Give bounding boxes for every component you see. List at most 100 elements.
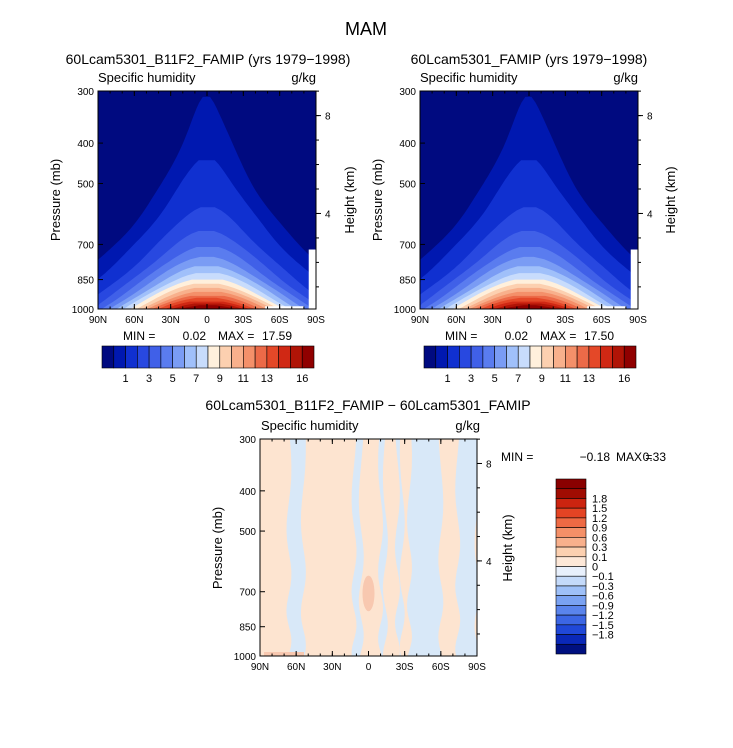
y-tick-label: 1000 bbox=[72, 305, 95, 316]
colorbar-swatch bbox=[278, 345, 291, 369]
colorbar-swatch bbox=[207, 345, 221, 369]
plot-area: 90N 60N 30N 0 30S 60S 90S 300 400 500 700 850 1000 8 4 bbox=[72, 87, 331, 326]
y-axis-label: Pressure (mb) bbox=[210, 507, 225, 589]
colorbar-label: 7 bbox=[515, 373, 521, 385]
colorbar-swatch bbox=[459, 345, 472, 369]
colorbar-swatch bbox=[612, 345, 625, 369]
contour-level bbox=[179, 305, 237, 309]
colorbar-swatch bbox=[254, 345, 268, 369]
positive-core bbox=[362, 575, 375, 612]
colorbar-label: 9 bbox=[217, 373, 223, 385]
plot-area: 90N 60N 30N 0 30S 60S 90S 300 400 500 700 850 1000 8 4 bbox=[234, 435, 492, 673]
min-label: MIN = bbox=[123, 329, 155, 343]
variable-label: Specific humidity bbox=[420, 70, 518, 85]
y-tick-label: 400 bbox=[239, 487, 256, 498]
x-tick-label: 0 bbox=[526, 315, 532, 326]
colorbar-swatch bbox=[435, 345, 448, 369]
negative-band bbox=[394, 439, 405, 656]
colorbar-swatch bbox=[600, 345, 613, 369]
panel-b11f2: 60Lcam5301_B11F2_FAMIP (yrs 1979−1998) S… bbox=[48, 51, 357, 385]
colorbar-label: −0.3 bbox=[592, 581, 614, 593]
colorbar-swatch bbox=[555, 478, 587, 490]
colorbar-swatch bbox=[555, 634, 587, 645]
y-tick-label: 500 bbox=[239, 527, 256, 538]
y2-tick-label: 4 bbox=[325, 209, 331, 220]
colorbar-swatch bbox=[494, 345, 507, 369]
colorbar-label: 0.6 bbox=[592, 532, 607, 544]
colorbar-swatch bbox=[529, 345, 543, 369]
x-tick-label: 60S bbox=[432, 662, 450, 673]
colorbar-label: 1 bbox=[444, 373, 450, 385]
missing-data-edge bbox=[630, 249, 638, 309]
colorbar-label: −1.5 bbox=[592, 620, 614, 632]
y2-axis-label: Height (km) bbox=[342, 166, 357, 233]
colorbar: 1.81.51.20.90.60.30.10−0.1−0.3−0.6−0.9−1… bbox=[555, 478, 614, 655]
colorbar-swatch bbox=[555, 556, 587, 567]
panel-difference: 60Lcam5301_B11F2_FAMIP − 60Lcam5301_FAMI… bbox=[205, 397, 666, 673]
plot-area: 90N 60N 30N 0 30S 60S 90S 300 400 500 700 850 1000 8 4 bbox=[394, 87, 653, 326]
missing-data bbox=[587, 306, 626, 309]
colorbar-swatch bbox=[576, 345, 590, 369]
x-tick-label: 60N bbox=[447, 315, 465, 326]
colorbar-swatch bbox=[541, 345, 554, 369]
y2-tick-label: 4 bbox=[486, 557, 492, 568]
x-tick-label: 60N bbox=[125, 315, 143, 326]
y-tick-label: 1000 bbox=[394, 305, 417, 316]
colorbar-label: −0.1 bbox=[592, 571, 614, 583]
max-label: MAX = bbox=[218, 329, 254, 343]
x-tick-label: 30S bbox=[396, 662, 414, 673]
colorbar-swatch bbox=[623, 345, 637, 369]
y2-tick-label: 8 bbox=[325, 112, 331, 123]
y-tick-label: 700 bbox=[239, 588, 256, 599]
colorbar-label: 11 bbox=[560, 373, 571, 385]
y-tick-label: 400 bbox=[77, 139, 94, 150]
colorbar-label: 0 bbox=[592, 562, 598, 574]
max-label: MAX = bbox=[540, 329, 576, 343]
colorbar-swatch bbox=[301, 345, 315, 369]
colorbar-swatch bbox=[565, 345, 578, 369]
colorbar-label: 16 bbox=[618, 373, 630, 385]
colorbar-swatch bbox=[172, 345, 185, 369]
contour-level bbox=[501, 305, 558, 309]
colorbar-label: 0.1 bbox=[592, 552, 607, 564]
colorbar-swatch bbox=[195, 345, 209, 369]
colorbar-label: 7 bbox=[193, 373, 199, 385]
missing-data bbox=[265, 306, 304, 309]
colorbar-swatch bbox=[290, 345, 303, 369]
units-label: g/kg bbox=[613, 70, 638, 85]
min-value: −0.18 bbox=[580, 450, 611, 464]
contour-fill bbox=[260, 439, 477, 656]
contour-fill bbox=[98, 91, 316, 309]
max-value: 17.59 bbox=[262, 329, 292, 343]
min-label: MIN = bbox=[501, 450, 533, 464]
colorbar-label: 1.5 bbox=[592, 503, 607, 515]
x-tick-label: 30N bbox=[161, 315, 179, 326]
negative-band bbox=[407, 439, 444, 656]
units-label: g/kg bbox=[455, 418, 480, 433]
colorbar-label: 9 bbox=[539, 373, 545, 385]
colorbar-swatch bbox=[555, 566, 587, 577]
colorbar-label: 0.3 bbox=[592, 542, 607, 554]
y-tick-label: 1000 bbox=[234, 652, 257, 663]
colorbar-swatch bbox=[243, 345, 256, 369]
x-tick-label: 30N bbox=[483, 315, 501, 326]
x-tick-label: 90S bbox=[468, 662, 486, 673]
x-tick-label: 0 bbox=[204, 315, 210, 326]
colorbar-label: 16 bbox=[296, 373, 308, 385]
y2-axis-label: Height (km) bbox=[500, 514, 515, 581]
x-tick-label: 30S bbox=[234, 315, 252, 326]
page-title: MAM bbox=[345, 19, 387, 39]
colorbar-swatch bbox=[101, 345, 115, 369]
panel-title: 60Lcam5301_B11F2_FAMIP (yrs 1979−1998) bbox=[66, 51, 351, 67]
colorbar-swatch bbox=[555, 488, 587, 499]
colorbar-label: 5 bbox=[492, 373, 498, 385]
colorbar-swatch bbox=[148, 345, 162, 369]
colorbar-swatch bbox=[113, 345, 126, 369]
colorbar-swatch bbox=[555, 546, 587, 558]
colorbar-swatch bbox=[506, 345, 519, 369]
x-tick-label: 90N bbox=[411, 315, 429, 326]
max-value: 17.50 bbox=[584, 329, 614, 343]
colorbar-swatch bbox=[555, 585, 587, 596]
colorbar-label: 13 bbox=[261, 373, 273, 385]
